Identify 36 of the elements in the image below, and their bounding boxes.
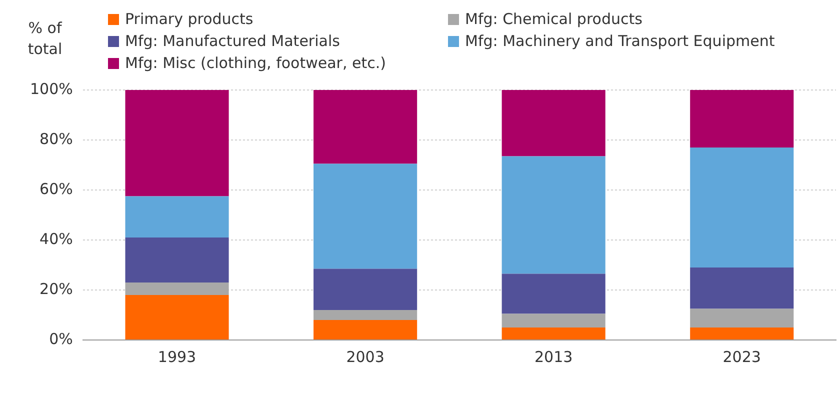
x-tick-label: 1993 [158, 348, 196, 366]
bar [690, 328, 794, 340]
bar [690, 268, 794, 309]
y-axis-title: % of total [26, 18, 64, 60]
y-tick-label: 40% [40, 230, 73, 248]
y-tick-label: 0% [49, 330, 73, 348]
bar [502, 274, 606, 314]
legend-label: Mfg: Manufactured Materials [125, 32, 340, 50]
bar [314, 268, 418, 310]
bar [502, 156, 606, 274]
x-tick-label: 2003 [346, 348, 384, 366]
x-tick-label: 2023 [722, 348, 761, 366]
bar [125, 282, 229, 295]
bar [125, 295, 229, 340]
bar [314, 310, 418, 320]
bar [314, 164, 418, 269]
bar [314, 90, 418, 164]
bar [125, 90, 229, 196]
x-tick-label: 2013 [534, 348, 573, 366]
y-tick-label: 20% [40, 280, 73, 298]
bar [502, 90, 606, 156]
bar [690, 308, 794, 328]
bar [690, 90, 794, 148]
bar [690, 148, 794, 268]
bar [125, 238, 229, 282]
y-tick-label: 60% [40, 180, 73, 198]
y-tick-label: 80% [40, 130, 73, 148]
legend-label: Mfg: Machinery and Transport Equipment [465, 32, 775, 50]
bar [314, 320, 418, 340]
bar [125, 196, 229, 238]
bar [502, 328, 606, 340]
legend-label: Primary products [125, 10, 254, 28]
legend-label: Mfg: Misc (clothing, footwear, etc.) [125, 54, 386, 72]
bar [502, 314, 606, 328]
y-tick-label: 100% [30, 80, 73, 98]
legend-label: Mfg: Chemical products [465, 10, 642, 28]
